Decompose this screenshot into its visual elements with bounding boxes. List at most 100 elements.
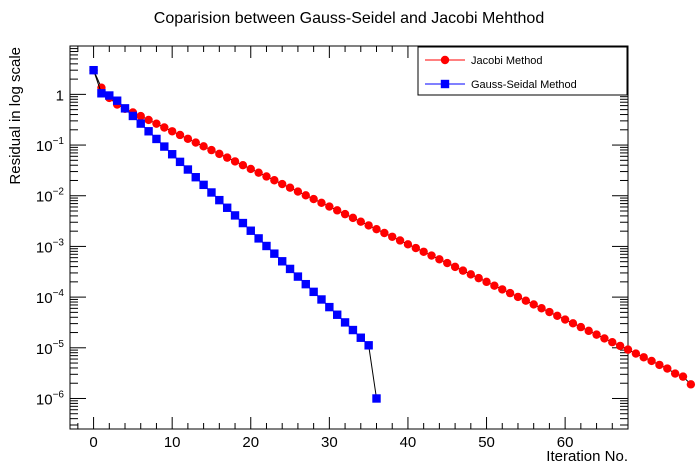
data-point [160,123,169,132]
data-point [340,209,350,219]
x-axis-label: Iteration No. [546,448,628,465]
y-tick-exponent: −2 [53,187,65,198]
data-point [364,341,373,350]
data-point [160,142,169,151]
data-point [639,353,648,362]
data-point [285,264,295,274]
data-point [325,202,334,211]
data-point [230,211,240,220]
data-point [89,65,98,75]
data-point [293,272,303,281]
data-point [277,179,287,189]
data-point [183,165,193,174]
data-point [521,296,531,305]
y-axis-label: Residual in log scale [7,47,24,185]
y-tick-label: 10−2 [36,187,65,206]
data-point [333,310,342,319]
y-axis: 1 10−1 10−2 10−3 10−4 10−5 10−6 [36,45,628,426]
data-point [191,138,200,147]
legend-label: Jacobi Method [471,55,543,67]
data-point [215,195,224,205]
data-point [167,127,177,136]
data-point [144,127,153,136]
data-point [238,218,248,228]
data-point [222,203,232,212]
data-point [317,198,326,208]
data-point [199,180,208,190]
data-point [482,277,491,287]
legend: Jacobi Method Gauss-Seidal Method [417,46,628,96]
data-point [576,322,586,332]
data-point [608,337,617,347]
x-tick-label: 30 [321,434,338,451]
y-tick-label: 10−4 [36,288,65,307]
data-point [309,287,318,297]
data-point [167,150,177,159]
series-layer [89,65,696,403]
data-point [183,134,193,143]
data-point [112,96,122,105]
data-point [270,249,279,258]
data-point [277,257,287,266]
data-point [317,295,326,304]
y-tick-exponent: −5 [53,339,65,350]
data-point [293,187,303,196]
x-tick-label: 20 [242,434,259,451]
data-point [215,149,224,159]
data-point [262,172,271,181]
data-point [545,307,554,317]
data-point [670,369,680,378]
data-point [136,111,145,121]
data-point [655,360,664,370]
data-point [560,315,570,324]
data-point [191,173,200,182]
data-point [615,341,625,351]
data-point [175,130,185,140]
data-point [207,145,216,155]
data-point [348,325,358,335]
data-point [270,176,279,185]
data-point [529,300,538,309]
y-tick-exponent: −1 [53,136,65,147]
data-point [537,304,546,313]
data-point [246,226,255,235]
data-point [678,372,688,381]
x-tick-label: 50 [478,434,495,451]
y-tick-label: 10−3 [36,237,65,256]
data-point [505,288,515,298]
data-point [356,217,365,226]
legend-item: Gauss-Seidal Method [425,79,577,91]
y-tick-exponent: −4 [53,288,65,299]
data-point [364,221,373,230]
chart-title: Coparision between Gauss-Seidel and Jaco… [154,10,544,27]
data-point [490,281,499,290]
data-point [120,104,130,113]
y-tick-label: 10−1 [36,136,65,155]
data-point [498,285,507,294]
data-point [152,119,161,128]
data-point [435,255,444,264]
data-point [450,262,460,272]
data-point [458,266,468,275]
data-point [553,311,562,320]
data-point [144,115,153,125]
series-square [89,65,381,403]
data-point [136,119,145,128]
data-point [246,164,255,174]
data-point [199,142,208,151]
data-point [427,251,436,260]
data-point [600,334,609,343]
data-point [372,224,381,234]
data-point [340,318,350,327]
data-point [285,183,295,192]
legend-item: Jacobi Method [425,55,543,67]
legend-box [417,46,628,96]
data-point [592,330,601,339]
data-point [230,157,240,166]
data-point [128,111,138,121]
data-point [238,160,248,170]
data-point [380,228,389,238]
data-point [568,319,578,328]
data-point [419,247,428,256]
